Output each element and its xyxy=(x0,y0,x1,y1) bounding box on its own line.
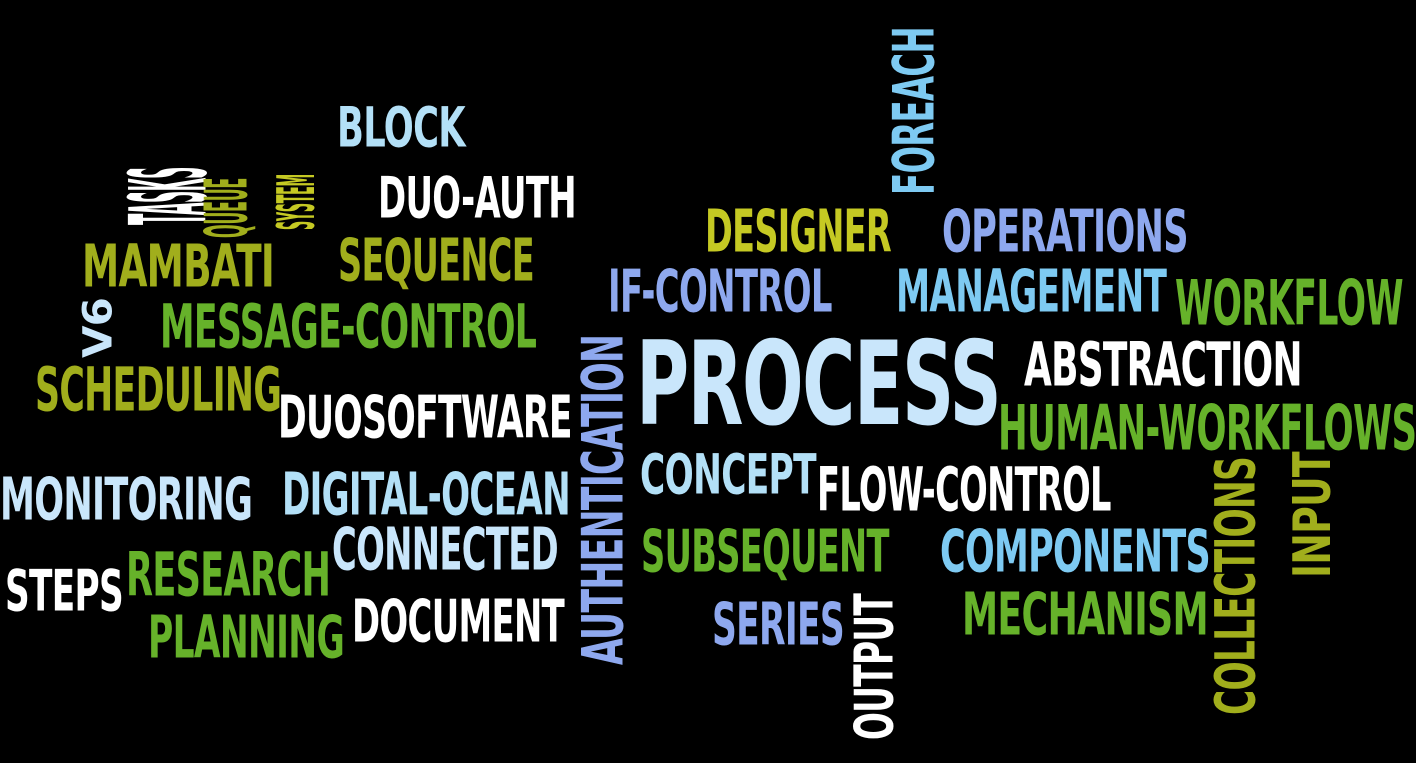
word-foreach: FOREACH xyxy=(881,27,948,196)
word-management: MANAGEMENT xyxy=(896,256,1167,326)
word-v6: V6 xyxy=(74,297,121,358)
word-flow-control: FLOW-CONTROL xyxy=(817,455,1112,526)
word-mambati: MAMBATI xyxy=(82,231,275,301)
word-abstraction: ABSTRACTION xyxy=(1024,330,1303,401)
word-sequence: SEQUENCE xyxy=(338,225,535,295)
word-block: BLOCK xyxy=(337,95,466,160)
word-scheduling: SCHEDULING xyxy=(35,355,282,426)
word-duo-auth: DUO-AUTH xyxy=(378,165,577,232)
word-connected: CONNECTED xyxy=(332,514,559,584)
word-designer: DESIGNER xyxy=(705,196,892,266)
word-research: RESEARCH xyxy=(126,540,331,611)
word-components: COMPONENTS xyxy=(940,516,1211,586)
word-process: PROCESS xyxy=(636,316,1002,452)
word-mechanism: MECHANISM xyxy=(962,579,1209,649)
word-operations: OPERATIONS xyxy=(942,196,1189,266)
word-collections: COLLECTIONS xyxy=(1203,456,1268,715)
word-monitoring: MONITORING xyxy=(0,464,253,534)
word-concept: CONCEPT xyxy=(640,442,817,507)
word-output: OUTPUT xyxy=(844,593,906,740)
word-subsequent: SUBSEQUENT xyxy=(641,516,890,586)
word-if-control: IF-CONTROL xyxy=(608,256,833,326)
word-authentication: AUTHENTICATION xyxy=(570,334,637,665)
word-input: INPUT xyxy=(1282,452,1343,578)
word-steps: STEPS xyxy=(5,558,124,625)
word-series: SERIES xyxy=(712,589,845,659)
word-digital-ocean: DIGITAL-OCEAN xyxy=(282,459,571,529)
word-message-control: MESSAGE-CONTROL xyxy=(160,292,537,363)
word-human-workflows: HUMAN-WORKFLOWS xyxy=(998,391,1416,465)
word-document: DOCUMENT xyxy=(352,586,565,656)
word-workflow: WORKFLOW xyxy=(1175,266,1404,340)
word-queue: QUEUE xyxy=(191,177,261,238)
word-system: SYSTEM xyxy=(266,174,327,230)
word-duosoftware: DUOSOFTWARE xyxy=(278,382,573,452)
word-planning: PLANNING xyxy=(148,602,345,672)
